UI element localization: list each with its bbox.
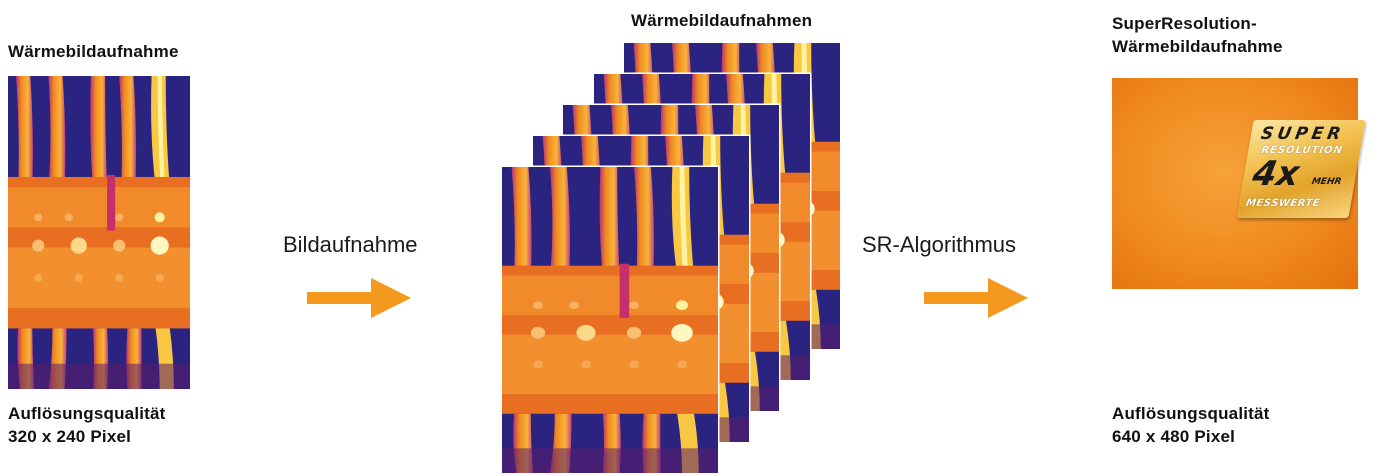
left-caption-line2: 320 x 240 Pixel	[8, 427, 132, 446]
superresolution-badge: SUPER RESOLUTION 4x MEHR MESSWERTE	[1236, 120, 1366, 218]
right-caption-line1: Auflösungsqualität	[1112, 404, 1270, 423]
thermal-image-left-graphic	[8, 76, 190, 389]
step1-label: Bildaufnahme	[283, 232, 418, 257]
thermal-frame-1	[502, 167, 718, 473]
left-caption-line1: Auflösungsqualität	[8, 404, 166, 423]
arrow-right-icon	[307, 278, 411, 318]
badge-line3: 4x	[1249, 154, 1303, 194]
right-title-line2: Wärmebildaufnahme	[1112, 37, 1283, 56]
right-caption-line2: 640 x 480 Pixel	[1112, 427, 1236, 446]
thermal-image-left	[8, 76, 190, 389]
step2-label: SR-Algorithmus	[862, 232, 1017, 257]
badge-line1: SUPER	[1259, 124, 1347, 144]
badge-line4: MEHR	[1310, 177, 1343, 187]
right-title-line1: SuperResolution-	[1112, 14, 1257, 33]
thermal-image-left-graphic	[502, 167, 718, 473]
badge-line5: MESSWERTE	[1244, 198, 1321, 209]
left-title: Wärmebildaufnahme	[8, 42, 179, 61]
middle-title: Wärmebildaufnahmen	[631, 11, 813, 30]
arrow-right-icon	[924, 278, 1028, 318]
